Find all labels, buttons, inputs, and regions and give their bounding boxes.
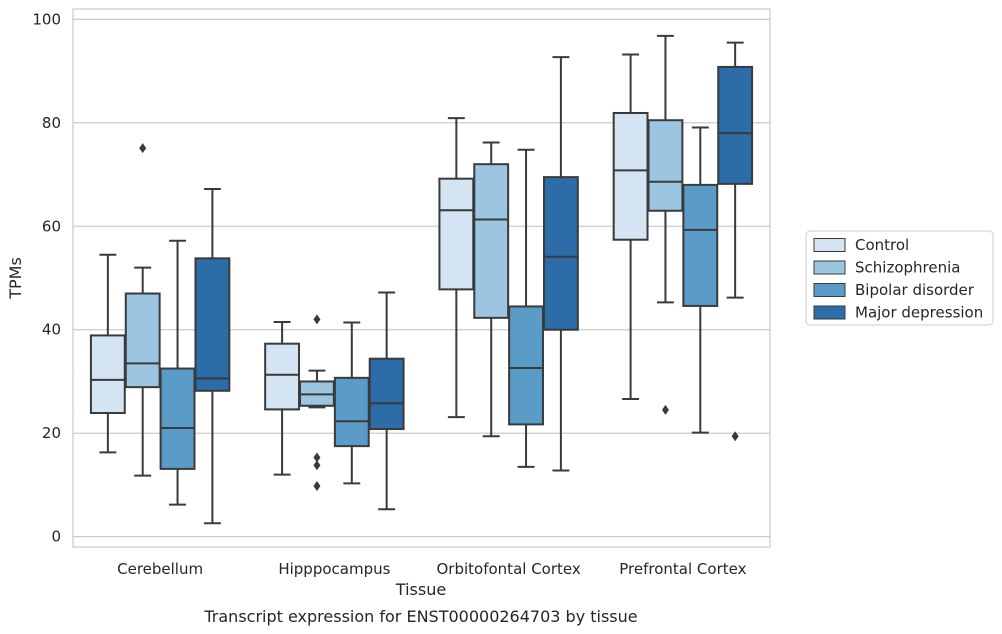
outlier-point (313, 314, 321, 325)
chart-caption: Transcript expression for ENST0000026470… (203, 607, 637, 626)
box (368, 357, 405, 431)
box-group (299, 314, 335, 491)
x-tick-label: Orbitofontal Cortex (437, 560, 581, 578)
x-tick-label: Prefrontal Cortex (619, 560, 746, 578)
outlier-point (139, 143, 147, 154)
outlier-point (313, 480, 321, 491)
outlier-point (661, 404, 669, 415)
box (124, 292, 161, 389)
outlier-point (313, 452, 321, 463)
x-tick-labels: Cerebellum Hipppocampus Orbitofontal Corte… (117, 560, 746, 578)
box-group (717, 41, 754, 442)
legend-label: Schizophrenia (855, 259, 960, 277)
plot-frame (72, 8, 771, 548)
box-group (124, 143, 161, 477)
box (682, 183, 719, 307)
legend-swatch (813, 238, 846, 252)
legend-swatch (813, 305, 846, 320)
box (647, 119, 684, 212)
legend-label: Major depression (855, 304, 983, 322)
y-tick-label: 60 (42, 217, 61, 235)
y-tick-label: 20 (42, 424, 61, 442)
box-group (264, 320, 301, 476)
legend-swatch (813, 283, 846, 297)
box (542, 176, 579, 331)
box (438, 177, 475, 291)
box-group (542, 56, 579, 472)
box-group (612, 53, 649, 401)
box-group (682, 126, 719, 434)
box (508, 305, 544, 426)
box (194, 257, 231, 392)
x-axis-title: Tissue (395, 580, 446, 599)
x-tick-label: Hipppocampus (278, 560, 390, 578)
legend: Control Schizophrenia Bipolar disorder Majo… (805, 230, 994, 326)
y-tick-labels: 0 20 40 60 80 100 (32, 10, 61, 545)
y-tick-label: 0 (51, 528, 61, 546)
legend-label: Control (855, 236, 909, 254)
box-group (508, 148, 544, 468)
legend-swatch (813, 260, 846, 275)
y-tick-label: 80 (42, 114, 61, 132)
y-tick-label: 100 (32, 10, 61, 28)
y-axis-title: TPMs (6, 257, 25, 300)
legend-label: Bipolar disorder (855, 281, 975, 299)
box (473, 163, 510, 319)
outlier-point (313, 460, 321, 471)
box (264, 342, 301, 411)
box-group (438, 117, 475, 419)
box-group (159, 239, 196, 506)
box (612, 111, 649, 241)
outlier-point (731, 431, 739, 442)
x-tick-label: Cerebellum (117, 560, 203, 578)
box-group (473, 141, 510, 438)
box-group (89, 253, 126, 454)
box (159, 367, 196, 470)
box-group (194, 188, 231, 525)
y-tick-label: 40 (42, 321, 61, 339)
legend-frame (805, 230, 994, 326)
box-groups (89, 34, 754, 525)
box-group (368, 291, 405, 511)
box-group (333, 321, 370, 485)
box (333, 376, 370, 448)
box-group (647, 34, 684, 415)
box (89, 334, 126, 415)
box (717, 65, 754, 185)
